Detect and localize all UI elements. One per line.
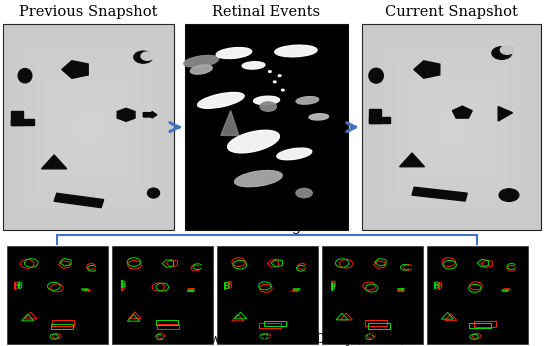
Bar [227,281,229,288]
Bar [468,322,491,328]
Ellipse shape [234,171,282,187]
Ellipse shape [309,114,329,120]
Bar [368,324,390,329]
Text: Retinal Events: Retinal Events [213,5,320,19]
Bar [369,109,381,123]
Ellipse shape [197,92,244,108]
Bar [157,324,178,329]
Bar [14,37,163,217]
Bar [121,283,122,290]
Ellipse shape [275,45,317,57]
Ellipse shape [18,69,32,83]
Bar [322,246,423,344]
Circle shape [279,75,281,76]
Bar [373,37,530,217]
Bar [56,89,121,166]
Bar [365,320,387,326]
Ellipse shape [147,188,159,198]
Ellipse shape [242,62,265,69]
Circle shape [500,46,514,54]
Ellipse shape [227,130,280,153]
Bar [7,246,108,344]
Circle shape [492,47,512,59]
Circle shape [134,51,153,63]
Ellipse shape [296,97,319,104]
Bar [412,187,467,201]
Text: Time Surface with Linear Time Decay (TSLTD) F: Time Surface with Linear Time Decay (TSL… [127,333,417,346]
Bar [52,320,75,326]
Bar [407,76,497,179]
FancyArrow shape [143,111,157,118]
Bar [369,117,391,123]
Ellipse shape [254,96,280,104]
Bar [395,63,508,191]
Bar [384,50,519,204]
Ellipse shape [216,47,252,58]
Bar [11,119,34,125]
Bar [14,282,15,289]
Bar [440,114,463,140]
Bar [78,114,99,140]
Circle shape [141,52,154,60]
Ellipse shape [277,148,312,160]
Bar [35,63,142,191]
Circle shape [269,71,271,72]
Text: Encoding: Encoding [231,220,302,234]
Bar [331,283,332,290]
Bar [438,282,439,289]
Ellipse shape [184,55,219,67]
Bar [434,282,435,289]
Circle shape [274,81,276,83]
Bar [331,281,332,288]
Circle shape [282,89,284,91]
Bar [121,281,122,288]
Polygon shape [221,111,239,135]
Bar [67,101,110,153]
Bar [3,24,174,230]
Bar [474,321,496,327]
Bar [3,24,174,230]
Circle shape [499,189,519,201]
Ellipse shape [260,102,276,111]
Bar [112,246,213,344]
Bar [46,76,131,179]
Bar [264,321,286,327]
Bar [217,246,318,344]
Bar [224,282,225,289]
Bar [185,24,348,230]
Bar [11,111,23,125]
Ellipse shape [190,65,212,74]
Ellipse shape [369,68,384,83]
Bar [429,101,474,153]
Bar [51,324,73,329]
Text: Previous Snapshot: Previous Snapshot [19,5,158,19]
Bar [18,282,19,289]
Polygon shape [498,107,512,121]
Text: Current Snapshot: Current Snapshot [385,5,518,19]
Bar [54,193,104,208]
Ellipse shape [296,188,312,198]
Bar [362,24,541,230]
Bar [258,322,281,328]
Bar [427,246,528,344]
Bar [418,89,485,166]
Bar [156,320,178,326]
Bar [362,24,541,230]
Bar [24,50,153,204]
